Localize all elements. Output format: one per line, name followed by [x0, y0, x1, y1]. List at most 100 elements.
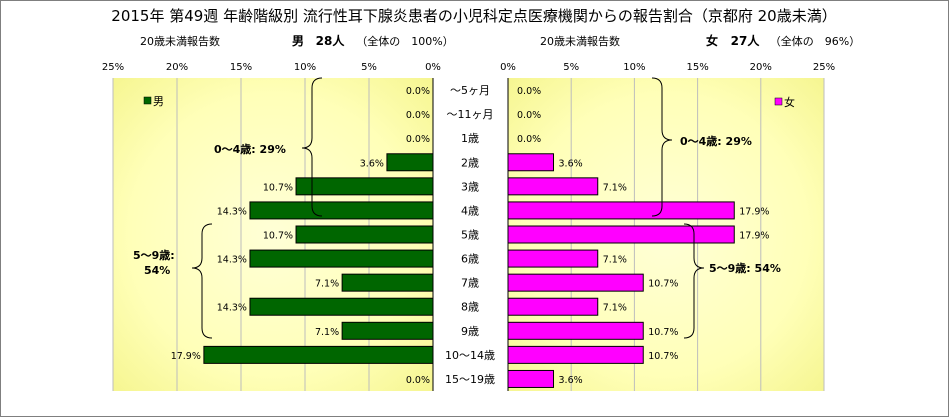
data-label-male: 0.0%	[406, 134, 430, 145]
data-label-male: 0.0%	[406, 86, 430, 97]
data-label-female: 7.1%	[603, 255, 627, 266]
bar-female	[507, 297, 599, 316]
bar-male	[341, 321, 434, 340]
right-tick-label: 25%	[813, 62, 835, 73]
category-label: 2歳	[461, 156, 479, 169]
bar-male	[249, 201, 434, 220]
annotation-left-0-4: 0～4歳: 29%	[214, 142, 286, 156]
annotation-left-5-9-line2: 54%	[144, 264, 170, 277]
data-label-female: 10.7%	[648, 279, 678, 290]
bar-female	[507, 225, 735, 244]
category-label: ～5ヶ月	[450, 84, 490, 97]
bar-male	[386, 153, 434, 172]
data-label-male: 0.0%	[406, 110, 430, 121]
left-header-sex: 男	[292, 34, 304, 48]
brace-right-5-9	[683, 223, 705, 339]
right-tick-label: 20%	[750, 62, 772, 73]
right-tick-label: 15%	[686, 62, 708, 73]
axis-ticks: 25% 20% 15% 10% 5% 0% 0% 5% 10% 15% 20% 25%	[102, 62, 835, 73]
bar-female	[507, 369, 555, 388]
data-label-male: 10.7%	[263, 182, 293, 193]
data-label-female: 3.6%	[559, 375, 583, 386]
bar-female	[507, 153, 555, 172]
legend-male-swatch	[143, 96, 152, 105]
bar-female	[507, 177, 599, 196]
category-label: 10～14歳	[445, 349, 495, 362]
left-tick-label: 5%	[361, 62, 377, 73]
data-label-female: 3.6%	[559, 158, 583, 169]
data-label-male: 0.0%	[406, 375, 430, 386]
data-label-male: 3.6%	[360, 158, 384, 169]
legend-male: 男	[143, 95, 164, 108]
legend-female: 女	[774, 95, 795, 109]
legend-male-label: 男	[153, 95, 164, 108]
data-label-male: 14.3%	[217, 303, 247, 314]
category-label: ～11ヶ月	[447, 108, 494, 121]
left-tick-label: 10%	[294, 62, 316, 73]
left-header-count: 28人	[316, 33, 346, 48]
category-label: 5歳	[461, 229, 479, 242]
data-label-female: 0.0%	[517, 134, 541, 145]
data-label-male: 14.3%	[217, 255, 247, 266]
annotation-left-5-9-line1: 5～9歳:	[133, 248, 175, 262]
left-tick-label: 20%	[166, 62, 188, 73]
brace-right-0-4	[651, 77, 673, 217]
right-header-label: 20歳未満報告数	[540, 35, 620, 48]
right-header-share: （全体の 96%）	[770, 34, 860, 48]
legend-female-swatch	[774, 97, 783, 106]
data-label-female: 17.9%	[739, 231, 769, 242]
left-header-share: （全体の 100%）	[356, 34, 453, 48]
bars	[203, 153, 735, 388]
bar-male	[249, 297, 434, 316]
bar-male	[295, 225, 434, 244]
data-labels: 0.0% 0.0% 0.0% 0.0% 0.0% 0.0% 3.6% 3.6% 10.7% 7.1…	[171, 86, 770, 386]
bar-female	[507, 321, 644, 340]
right-tick-label: 10%	[623, 62, 645, 73]
right-tick-label: 5%	[563, 62, 579, 73]
right-header-sex: 女	[706, 33, 718, 48]
data-label-male: 7.1%	[315, 327, 339, 338]
bar-female	[507, 249, 599, 268]
bar-female	[507, 345, 644, 364]
category-label: 6歳	[461, 253, 479, 266]
brace-left-0-4	[301, 77, 323, 217]
left-tick-label: 25%	[102, 62, 124, 73]
bar-male	[249, 249, 434, 268]
data-label-male: 17.9%	[171, 351, 201, 362]
category-label: 3歳	[461, 180, 479, 193]
data-label-female: 17.9%	[739, 206, 769, 217]
category-label: 15～19歳	[445, 373, 495, 386]
category-labels: ～5ヶ月 ～11ヶ月 1歳 2歳 3歳 4歳 5歳 6歳 7歳 8歳 9歳 10～14歳 15～19歳	[445, 84, 495, 386]
category-label: 4歳	[461, 204, 479, 217]
data-label-male: 10.7%	[263, 231, 293, 242]
annotation-braces	[191, 77, 705, 339]
right-header-count: 27人	[731, 33, 761, 48]
bar-female	[507, 201, 735, 220]
chart-title: 2015年 第49週 年齢階級別 流行性耳下腺炎患者の小児科定点医療機関からの報…	[111, 7, 836, 25]
left-tick-label: 15%	[230, 62, 252, 73]
left-tick-label: 0%	[425, 62, 441, 73]
bar-male	[295, 177, 434, 196]
category-label: 9歳	[461, 325, 479, 338]
data-label-female: 7.1%	[603, 182, 627, 193]
category-label: 7歳	[461, 277, 479, 290]
category-label: 1歳	[461, 132, 479, 145]
data-label-female: 0.0%	[517, 110, 541, 121]
data-label-female: 0.0%	[517, 86, 541, 97]
data-label-female: 10.7%	[648, 351, 678, 362]
annotation-right-0-4: 0～4歳: 29%	[680, 134, 752, 148]
brace-left-5-9	[191, 223, 213, 339]
bar-male	[341, 273, 434, 292]
data-label-female: 10.7%	[648, 327, 678, 338]
data-label-female: 7.1%	[603, 303, 627, 314]
data-label-male: 7.1%	[315, 279, 339, 290]
right-tick-label: 0%	[500, 62, 516, 73]
bar-male	[203, 345, 434, 364]
annotation-right-5-9: 5～9歳: 54%	[709, 261, 781, 275]
category-label: 8歳	[461, 301, 479, 314]
data-label-male: 14.3%	[217, 206, 247, 217]
legend-female-label: 女	[784, 95, 795, 109]
bar-female	[507, 273, 644, 292]
left-header-label: 20歳未満報告数	[140, 35, 220, 48]
